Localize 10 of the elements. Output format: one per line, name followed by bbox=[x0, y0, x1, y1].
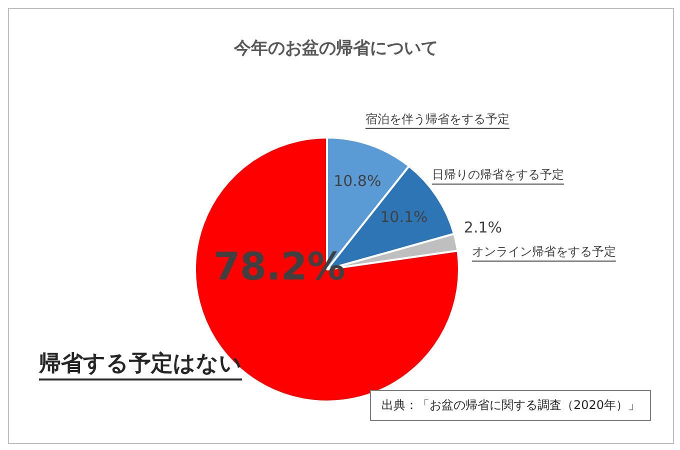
slice-label: 帰省する予定はない bbox=[38, 350, 242, 376]
slice-label: 宿泊を伴う帰省をする予定 bbox=[365, 112, 510, 126]
data-label: 10.8% bbox=[334, 172, 382, 190]
slice-label: 日帰りの帰省をする予定 bbox=[432, 168, 564, 182]
source-note: 出典：「お盆の帰省に関する調査（2020年）」 bbox=[370, 390, 651, 421]
data-label: 78.2% bbox=[214, 244, 346, 288]
slice-label: オンライン帰省をする予定 bbox=[472, 244, 616, 259]
data-label: 2.1% bbox=[464, 218, 502, 236]
data-label: 10.1% bbox=[380, 208, 428, 226]
chart-title: 今年のお盆の帰省について bbox=[233, 38, 438, 58]
